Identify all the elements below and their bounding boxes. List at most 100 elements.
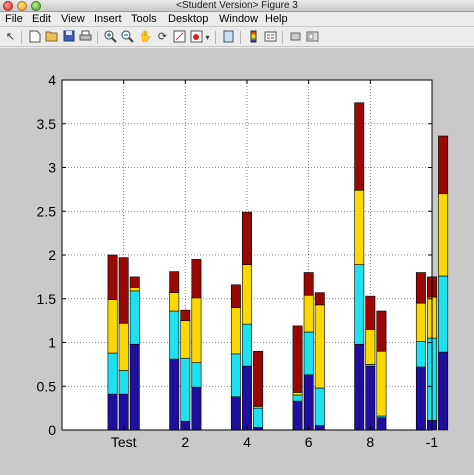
bar-segment bbox=[365, 295, 376, 330]
y-tick-label: 0.5 bbox=[37, 378, 57, 394]
y-tick-label: 3.5 bbox=[37, 116, 57, 132]
bar-segment bbox=[354, 102, 365, 191]
x-tick-label: Test bbox=[111, 434, 137, 450]
window-titlebar[interactable]: <Student Version> Figure 3 bbox=[0, 0, 474, 12]
bar-segment bbox=[365, 365, 376, 431]
bar-segment bbox=[230, 353, 241, 398]
menu-help[interactable]: Help bbox=[265, 13, 288, 25]
hide-plot-tools-icon[interactable] bbox=[288, 30, 303, 45]
bar-segment bbox=[191, 297, 202, 363]
y-tick-label: 1.5 bbox=[37, 291, 57, 307]
bar-segment bbox=[107, 254, 118, 300]
bar-segment bbox=[303, 272, 314, 296]
bar-segment bbox=[129, 290, 140, 345]
x-tick-label: -1 bbox=[426, 434, 439, 450]
bar-segment bbox=[292, 394, 303, 402]
x-tick-label: 6 bbox=[305, 434, 313, 450]
menu-window[interactable]: Window bbox=[219, 13, 259, 25]
menu-file[interactable]: File bbox=[5, 13, 23, 25]
bar-segment bbox=[118, 322, 129, 371]
y-tick-label: 3 bbox=[48, 160, 56, 176]
legend-icon[interactable] bbox=[263, 30, 278, 45]
bar-segment bbox=[365, 329, 376, 365]
bar-segment bbox=[169, 271, 180, 293]
bar-segment bbox=[169, 310, 180, 360]
open-icon[interactable] bbox=[44, 30, 59, 45]
bar-segment bbox=[191, 386, 202, 431]
bar-segment bbox=[253, 350, 264, 407]
bar-segment bbox=[314, 425, 325, 431]
bar-segment bbox=[314, 387, 325, 426]
show-plot-tools-icon[interactable] bbox=[305, 30, 320, 45]
y-tick-label: 2.5 bbox=[37, 203, 57, 219]
bar-segment bbox=[415, 302, 426, 342]
bar-segment bbox=[303, 374, 314, 431]
brush-icon[interactable] bbox=[189, 30, 204, 45]
new-figure-icon[interactable] bbox=[27, 30, 42, 45]
bar-segment bbox=[303, 331, 314, 376]
bar-segment bbox=[415, 366, 426, 431]
bar-segment bbox=[253, 407, 264, 428]
menu-tools[interactable]: Tools bbox=[131, 13, 157, 25]
bar-segment bbox=[107, 299, 118, 354]
menu-view[interactable]: View bbox=[61, 13, 85, 25]
x-tick-label: 8 bbox=[366, 434, 374, 450]
toolbar-separator bbox=[282, 31, 283, 44]
bar-segment bbox=[118, 393, 129, 431]
bar-segment bbox=[303, 294, 314, 333]
bar-segment bbox=[118, 257, 129, 324]
bar-segment bbox=[292, 325, 303, 393]
toolbar-separator bbox=[21, 31, 22, 44]
rotate-icon[interactable]: ⟳ bbox=[157, 31, 168, 43]
link-icon[interactable] bbox=[221, 30, 236, 45]
toolbar-separator bbox=[215, 31, 216, 44]
dropdown-icon[interactable]: ▾ bbox=[205, 33, 210, 42]
minimize-window-button[interactable] bbox=[17, 1, 27, 11]
bar-segment bbox=[169, 292, 180, 312]
y-tick-label: 0 bbox=[48, 422, 56, 438]
y-tick-label: 2 bbox=[48, 247, 56, 263]
bar-segment bbox=[354, 343, 365, 431]
bar-segment bbox=[180, 309, 191, 321]
bar-segment bbox=[129, 343, 140, 431]
bar-segment bbox=[354, 264, 365, 345]
menu-insert[interactable]: Insert bbox=[94, 13, 122, 25]
bar-segment bbox=[314, 304, 325, 389]
close-window-button[interactable] bbox=[3, 1, 13, 11]
arrow-icon[interactable]: ↖ bbox=[5, 31, 16, 43]
zoom-out-icon[interactable] bbox=[120, 30, 135, 45]
bar-segment bbox=[169, 358, 180, 431]
bar-segment bbox=[438, 351, 449, 431]
zoom-window-button[interactable] bbox=[31, 1, 41, 11]
bar-segment bbox=[107, 352, 118, 395]
data-cursor-icon[interactable] bbox=[172, 30, 187, 45]
print-icon[interactable] bbox=[78, 30, 93, 45]
chart: 0 0.5 1 1.5 2 2.5 3 3.5 4 Test 2 4 6 8 -1 bbox=[37, 72, 449, 450]
menu-desktop[interactable]: Desktop bbox=[168, 13, 209, 25]
bar-segment bbox=[230, 284, 241, 308]
colorbar-icon[interactable] bbox=[246, 30, 261, 45]
zoom-in-icon[interactable] bbox=[103, 30, 118, 45]
bar-segment bbox=[242, 264, 252, 325]
bar-segment bbox=[230, 307, 241, 355]
bar-segment bbox=[129, 276, 140, 288]
bar-segment bbox=[292, 400, 303, 431]
pan-icon[interactable]: ✋ bbox=[138, 31, 153, 43]
bar-segment bbox=[191, 362, 202, 388]
toolbar-separator bbox=[97, 31, 98, 44]
bar-segment bbox=[376, 350, 387, 417]
bar-segment bbox=[376, 417, 387, 431]
bar-segment bbox=[180, 320, 191, 359]
bar-segment bbox=[242, 323, 252, 367]
bar-segment bbox=[118, 370, 129, 395]
x-tick-label: 4 bbox=[243, 434, 251, 450]
window-title: <Student Version> Figure 3 bbox=[176, 0, 298, 11]
bar-segment bbox=[129, 287, 140, 292]
menu-edit[interactable]: Edit bbox=[32, 13, 51, 25]
bar-segment bbox=[438, 135, 449, 195]
save-icon[interactable] bbox=[61, 30, 76, 45]
menubar: File Edit View Insert Tools Desktop Wind… bbox=[0, 12, 474, 27]
bar-segment bbox=[314, 292, 325, 306]
bar-segment bbox=[292, 392, 303, 396]
bar-segment bbox=[191, 259, 202, 299]
